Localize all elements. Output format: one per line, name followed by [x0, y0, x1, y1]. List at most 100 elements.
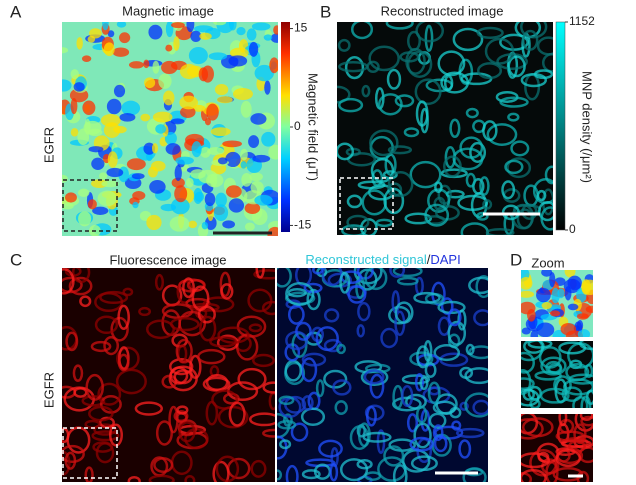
texture [222, 220, 235, 229]
texture [415, 22, 445, 43]
texture [557, 288, 565, 299]
colorbar-tick-label: 0 [294, 119, 301, 133]
texture [560, 322, 577, 336]
texture [334, 400, 348, 416]
texture [416, 345, 430, 369]
panel-title: Fluorescence image [109, 252, 226, 267]
colorbar-tick-label: 15 [294, 21, 308, 35]
texture [93, 423, 117, 436]
texture [250, 459, 267, 478]
texture [84, 466, 94, 482]
image [62, 268, 275, 482]
texture [225, 185, 242, 198]
texture [383, 445, 405, 467]
texture [65, 331, 79, 352]
texture [504, 159, 524, 175]
texture [394, 94, 415, 108]
texture [392, 464, 408, 482]
texture [521, 29, 539, 51]
texture [155, 420, 173, 446]
texture [248, 41, 259, 57]
texture [164, 131, 177, 145]
texture [78, 211, 92, 227]
texture [262, 381, 275, 394]
texture [68, 276, 93, 296]
texture [79, 295, 92, 308]
texture [332, 379, 352, 396]
texture [405, 47, 426, 75]
texture [212, 460, 230, 482]
texture [185, 177, 194, 188]
texture [119, 113, 136, 122]
texture [437, 50, 466, 77]
texture [262, 428, 275, 438]
texture [97, 190, 117, 207]
texture [295, 321, 312, 341]
texture [468, 276, 488, 295]
texture [538, 200, 553, 222]
texture [452, 27, 484, 52]
texture [81, 55, 92, 62]
texture [300, 357, 318, 383]
texture [204, 192, 216, 207]
texture [144, 77, 156, 89]
texture [94, 292, 124, 313]
texture [211, 389, 238, 410]
texture [62, 174, 68, 183]
texture [401, 384, 414, 408]
texture [323, 308, 340, 323]
texture [339, 271, 351, 294]
texture [122, 287, 134, 297]
texture [541, 302, 552, 310]
texture [193, 187, 203, 205]
texture [191, 285, 210, 312]
texture [432, 424, 444, 442]
texture [386, 68, 402, 90]
panel-label: D [510, 250, 522, 269]
texture [405, 393, 427, 410]
texture [521, 417, 554, 438]
texture [564, 286, 572, 301]
texture [78, 188, 90, 197]
texture [440, 71, 470, 94]
texture [544, 165, 553, 185]
texture [128, 61, 144, 69]
texture [413, 291, 441, 304]
texture [233, 87, 253, 101]
texture [117, 304, 130, 330]
texture [112, 47, 130, 57]
texture [89, 28, 102, 39]
texture [312, 268, 324, 275]
texture [210, 127, 231, 137]
texture [173, 410, 189, 423]
texture [427, 188, 451, 213]
texture [108, 423, 123, 447]
texture [540, 206, 553, 231]
texture [433, 344, 461, 362]
texture [91, 430, 120, 442]
texture [99, 172, 108, 180]
texture [404, 212, 433, 225]
texture [179, 63, 199, 80]
texture [338, 97, 364, 113]
texture [579, 414, 593, 422]
texture [336, 343, 346, 355]
texture [409, 436, 434, 452]
texture [485, 228, 515, 235]
texture [72, 364, 84, 383]
texture [249, 412, 275, 427]
texture [65, 192, 77, 203]
texture [199, 315, 217, 342]
texture [473, 309, 488, 327]
texture [521, 290, 535, 298]
texture [217, 157, 228, 165]
texture [337, 142, 355, 161]
texture [254, 64, 275, 82]
texture [165, 143, 181, 155]
texture [287, 304, 305, 325]
texture [202, 376, 231, 392]
texture [285, 464, 299, 482]
texture [459, 136, 484, 159]
texture [121, 100, 141, 116]
texture [451, 420, 462, 431]
